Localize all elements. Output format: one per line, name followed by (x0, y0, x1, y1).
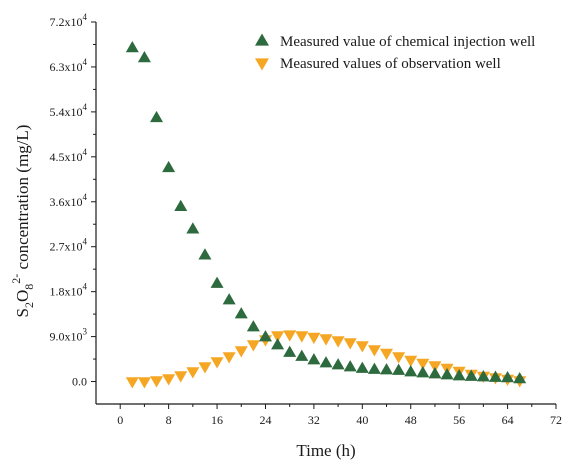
observation-well-marker (162, 374, 176, 386)
observation-well-marker (367, 345, 381, 357)
injection-well-marker (258, 330, 272, 342)
injection-well-marker (307, 353, 321, 365)
legend-label: Measured value of chemical injection wel… (280, 34, 535, 50)
observation-well-marker (271, 331, 285, 343)
x-tick-label: 16 (211, 413, 223, 427)
x-tick-label: 24 (259, 413, 271, 427)
observation-well-marker (198, 362, 212, 374)
legend-label: Measured values of observation well (280, 56, 501, 72)
observation-well-marker (150, 376, 164, 388)
injection-well-marker (125, 40, 139, 53)
y-tick-label: 9.0x103 (50, 327, 88, 344)
injection-well-marker (331, 358, 345, 370)
injection-well-marker (367, 362, 381, 374)
observation-well-marker (222, 352, 236, 364)
injection-well-marker (295, 349, 309, 361)
observation-well-marker (283, 330, 297, 342)
injection-well-marker (464, 369, 478, 381)
injection-well-marker (404, 365, 418, 377)
observation-well-marker (125, 377, 139, 389)
injection-well-marker (186, 222, 200, 234)
observation-well-marker (343, 338, 357, 350)
injection-well-marker (234, 307, 248, 319)
injection-well-marker (343, 360, 357, 372)
injection-well-marker (501, 371, 515, 383)
injection-well-marker (488, 370, 502, 382)
injection-well-marker (319, 356, 333, 368)
y-axis-title: S2O82- concentration (mg/L) (9, 125, 36, 318)
injection-well-marker (283, 345, 297, 357)
injection-well-marker (210, 276, 224, 288)
injection-well-marker (246, 320, 260, 332)
injection-well-marker (198, 248, 212, 260)
observation-well-marker (137, 377, 151, 389)
axes: 0 8 16 24 32 40 48 56 64 72 0.0 9.0x103 1.8x104 2.7x1… (9, 12, 562, 460)
injection-well-marker (452, 369, 466, 381)
observation-well-marker (404, 355, 418, 368)
injection-well-marker (380, 363, 394, 375)
observation-well-marker (355, 341, 369, 353)
injection-well-marker (428, 367, 442, 379)
x-tick-label: 8 (166, 413, 172, 427)
legend: Measured value of chemical injection wel… (255, 33, 535, 72)
y-tick-label: 3.6x104 (50, 192, 88, 209)
x-tick-label: 56 (453, 413, 465, 427)
y-tick-label: 6.3x104 (50, 57, 88, 74)
injection-well-marker (440, 368, 454, 380)
observation-well-marker (331, 336, 345, 348)
y-tick-label: 5.4x104 (50, 102, 88, 119)
injection-well-marker (162, 160, 176, 173)
injection-well-marker (271, 338, 285, 350)
observation-well-marker (295, 331, 309, 343)
injection-well-marker (476, 370, 490, 382)
x-tick-label: 0 (117, 413, 123, 427)
x-tick-label: 64 (502, 413, 514, 427)
observation-well-marker (380, 348, 394, 361)
injection-well-marker (174, 199, 188, 212)
observation-well-marker (319, 334, 333, 346)
observation-well-marker (307, 332, 321, 345)
y-tick-label: 7.2x104 (50, 12, 88, 29)
injection-well-marker (222, 293, 236, 305)
data-markers (125, 40, 527, 389)
y-tick-label: 2.7x104 (50, 237, 88, 254)
observation-well-marker (186, 367, 200, 379)
observation-well-marker (174, 371, 188, 383)
injection-well-marker (416, 366, 430, 378)
x-tick-label: 40 (356, 413, 368, 427)
observation-well-marker (246, 340, 260, 352)
observation-well-marker (210, 357, 224, 369)
y-tick-label: 4.5x104 (50, 147, 88, 164)
x-axis-title: Time (h) (296, 441, 355, 460)
injection-well-marker (513, 372, 527, 384)
legend-observation-marker (255, 58, 269, 71)
y-tick-label: 0.0 (72, 375, 87, 389)
legend-injection-marker (255, 33, 269, 46)
injection-well-marker (150, 110, 164, 123)
injection-well-marker (355, 361, 369, 373)
observation-well-marker (416, 358, 430, 371)
injection-well-marker (137, 50, 151, 63)
observation-well-marker (428, 361, 442, 373)
x-tick-label: 32 (308, 413, 320, 427)
observation-well-marker (392, 352, 406, 364)
injection-well-marker (392, 363, 406, 375)
y-tick-label: 1.8x104 (50, 282, 88, 299)
x-tick-label: 72 (550, 413, 562, 427)
x-tick-label: 48 (405, 413, 417, 427)
observation-well-marker (234, 346, 248, 358)
